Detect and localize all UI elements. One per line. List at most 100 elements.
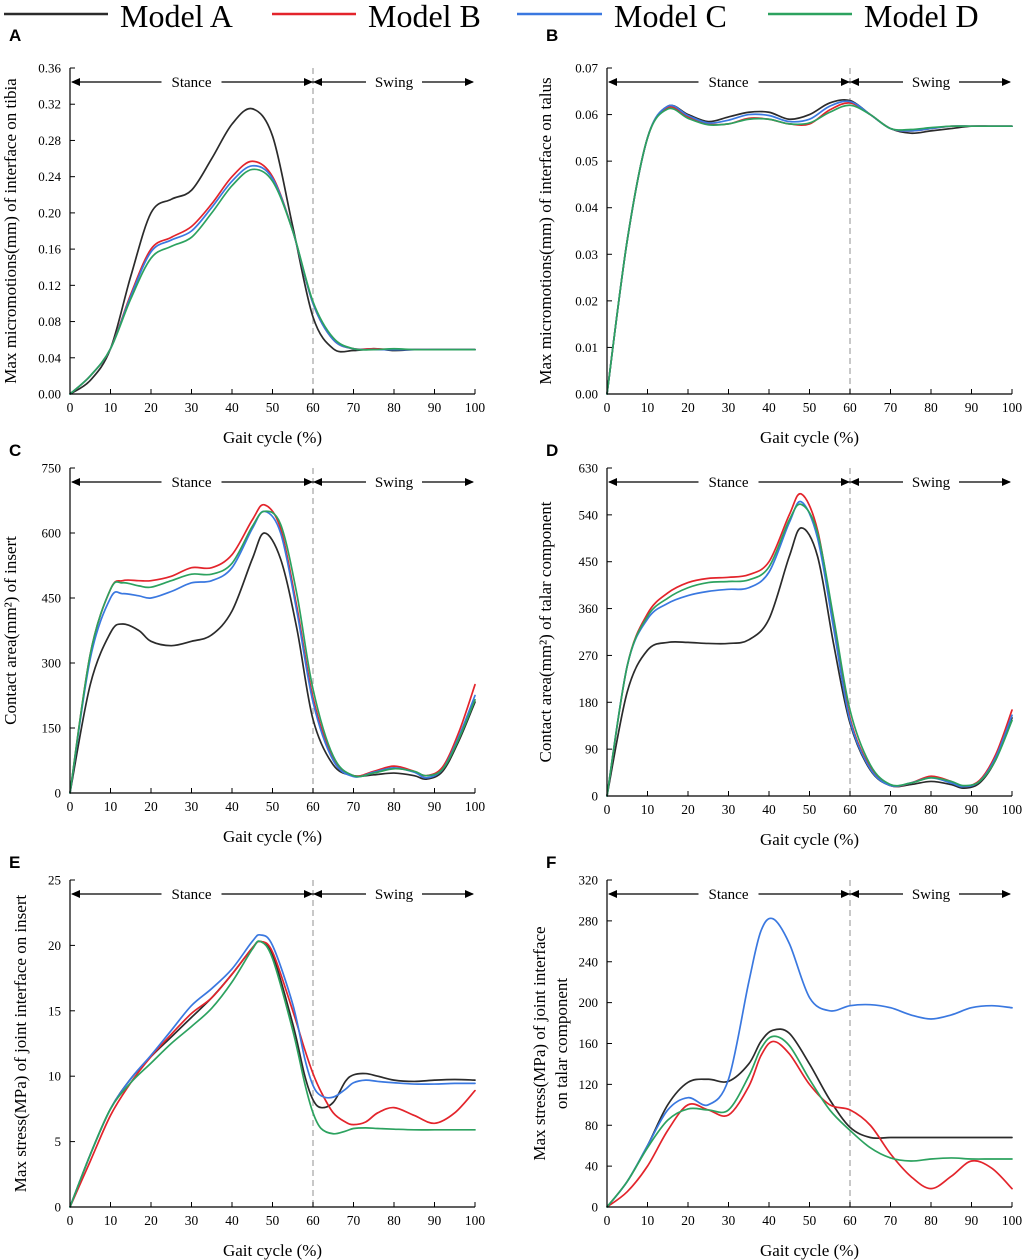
y-tick-label: 360	[579, 601, 599, 616]
series-line-model-c	[69, 510, 476, 794]
x-axis-label: Gait cycle (%)	[223, 827, 322, 846]
y-tick-label: 150	[42, 721, 62, 736]
y-tick-label: 280	[579, 913, 599, 928]
x-tick-label: 70	[884, 1213, 898, 1228]
series-line-model-c	[606, 100, 1013, 395]
series-line-model-a	[606, 98, 1013, 395]
x-tick-label: 0	[67, 1213, 74, 1228]
series-line-model-c	[69, 164, 476, 395]
panel-c: C Stance Swing 0 10 20 30 40 50 60 70 80 90 100 0 150 30…	[1, 441, 485, 846]
x-axis-label: Gait cycle (%)	[760, 428, 859, 447]
x-tick-label: 100	[1002, 1213, 1023, 1228]
x-tick-label: 0	[604, 1213, 611, 1228]
phase-label-bg	[698, 885, 759, 903]
x-tick-label: 80	[387, 400, 401, 415]
phase-arrowhead	[304, 478, 313, 486]
x-tick-label: 90	[428, 400, 442, 415]
y-axis-label: Contact area(mm²) of insert	[1, 536, 20, 725]
x-tick-label: 30	[185, 799, 199, 814]
y-tick-label: 40	[585, 1159, 598, 1174]
y-tick-label: 450	[42, 591, 62, 606]
legend-label: Model A	[120, 0, 233, 34]
phase-arrowhead	[841, 890, 850, 898]
x-tick-label: 30	[722, 1213, 736, 1228]
x-tick-label: 90	[965, 1213, 979, 1228]
phase-label-bg	[698, 473, 759, 491]
x-tick-label: 10	[641, 400, 655, 415]
y-tick-label: 0.03	[575, 247, 598, 262]
x-tick-label: 50	[266, 1213, 280, 1228]
x-tick-label: 10	[641, 1213, 655, 1228]
y-axis-label-line: Max stress(MPa) of joint interface	[530, 926, 549, 1160]
x-tick-label: 50	[803, 1213, 817, 1228]
x-axis-label: Gait cycle (%)	[760, 1241, 859, 1260]
phase-arrowhead	[465, 890, 474, 898]
series-line-model-a	[69, 940, 476, 1208]
y-tick-label: 0.02	[575, 293, 598, 308]
phase-label-bg	[161, 473, 222, 491]
x-tick-label: 20	[144, 1213, 158, 1228]
y-tick-label: 0.04	[575, 200, 598, 215]
phase-arrowhead	[850, 78, 859, 86]
series-line-model-a	[606, 1028, 1013, 1208]
y-tick-label: 630	[579, 461, 599, 476]
x-tick-label: 90	[965, 802, 979, 817]
legend-item: Model B	[272, 0, 481, 34]
x-tick-label: 30	[722, 802, 736, 817]
x-tick-label: 0	[604, 802, 611, 817]
phase-arrowhead	[71, 478, 80, 486]
phase-label-bg	[366, 473, 422, 491]
panel-letter: E	[9, 853, 20, 872]
x-tick-label: 70	[884, 400, 898, 415]
series-line-model-a	[69, 107, 476, 395]
y-tick-label: 320	[579, 873, 599, 888]
series-line-model-a	[69, 532, 476, 794]
x-tick-label: 40	[762, 1213, 776, 1228]
panel-e: E Stance Swing 0 10 20 30 40 50 60 70 80 90 100 0 5 10 15…	[9, 853, 485, 1260]
y-tick-label: 300	[42, 656, 62, 671]
y-tick-label: 160	[579, 1036, 599, 1051]
swing-label: Swing	[912, 887, 951, 903]
phase-arrowhead	[304, 890, 313, 898]
x-tick-label: 70	[884, 802, 898, 817]
y-tick-label: 0	[55, 1200, 62, 1215]
phase-arrowhead	[608, 890, 617, 898]
x-tick-label: 50	[266, 799, 280, 814]
x-tick-label: 40	[762, 400, 776, 415]
x-tick-label: 50	[266, 400, 280, 415]
y-tick-label: 750	[42, 461, 62, 476]
x-tick-label: 60	[306, 400, 320, 415]
x-tick-label: 20	[681, 1213, 695, 1228]
panel-letter: F	[546, 853, 556, 872]
y-axis-label: Max stress(MPa) of joint interface on in…	[11, 895, 30, 1193]
stance-label: Stance	[172, 75, 212, 91]
x-tick-label: 40	[225, 400, 239, 415]
x-tick-label: 50	[803, 802, 817, 817]
legend-item: Model C	[517, 0, 727, 34]
phase-arrowhead	[850, 890, 859, 898]
phase-arrowhead	[608, 478, 617, 486]
x-tick-label: 80	[387, 1213, 401, 1228]
stance-label: Stance	[172, 887, 212, 903]
y-axis-label: Contact area(mm²) of talar component	[536, 501, 555, 762]
x-tick-label: 90	[428, 1213, 442, 1228]
phase-arrowhead	[71, 890, 80, 898]
y-tick-label: 600	[42, 526, 62, 541]
phase-label-bg	[903, 73, 959, 91]
y-tick-label: 0.00	[38, 387, 61, 402]
x-tick-label: 60	[306, 1213, 320, 1228]
x-tick-label: 60	[843, 802, 857, 817]
phase-arrowhead	[465, 478, 474, 486]
y-axis-label: Max micromotions(mm) of interface on tib…	[1, 78, 20, 384]
y-tick-label: 0.36	[38, 61, 61, 76]
series-line-model-b	[606, 1040, 1013, 1208]
y-tick-label: 0.32	[38, 97, 61, 112]
y-tick-label: 0	[592, 789, 599, 804]
phase-arrowhead	[1002, 478, 1011, 486]
x-axis-label: Gait cycle (%)	[223, 428, 322, 447]
series-line-model-a	[606, 527, 1013, 797]
stance-label: Stance	[709, 75, 749, 91]
panel-letter: A	[9, 26, 21, 45]
phase-label-bg	[366, 73, 422, 91]
